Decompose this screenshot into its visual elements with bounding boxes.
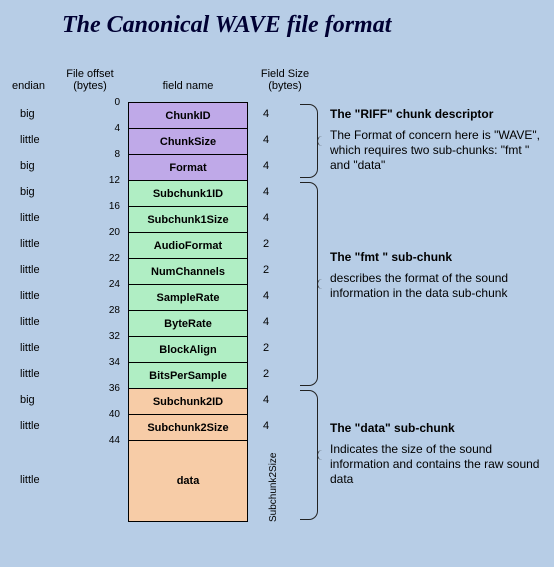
offset-label: 8 bbox=[114, 149, 120, 160]
endian-label: little bbox=[20, 290, 40, 302]
field-blocks: ChunkIDChunkSizeFormatSubchunk1IDSubchun… bbox=[128, 102, 248, 522]
size-label: 4 bbox=[263, 108, 269, 120]
size-label: 4 bbox=[263, 134, 269, 146]
endian-label: little bbox=[20, 134, 40, 146]
endian-label: little bbox=[20, 342, 40, 354]
field-row: Subchunk2ID bbox=[128, 388, 248, 414]
size-label-vertical: Subchunk2Size bbox=[268, 453, 279, 523]
offset-label: 28 bbox=[109, 305, 120, 316]
field-row: BitsPerSample bbox=[128, 362, 248, 388]
endian-label: little bbox=[20, 316, 40, 328]
size-label: 4 bbox=[263, 420, 269, 432]
section-brace bbox=[300, 390, 318, 520]
annotation-body: Indicates the size of the sound informat… bbox=[330, 442, 540, 487]
endian-label: big bbox=[20, 394, 35, 406]
annotation-body: describes the format of the sound inform… bbox=[330, 271, 540, 301]
field-row: data bbox=[128, 440, 248, 522]
endian-label: little bbox=[20, 238, 40, 250]
offset-label: 20 bbox=[109, 227, 120, 238]
field-row: Format bbox=[128, 154, 248, 180]
page-title: The Canonical WAVE file format bbox=[0, 0, 554, 39]
header-offset: File offset (bytes) bbox=[60, 68, 120, 92]
field-row: AudioFormat bbox=[128, 232, 248, 258]
field-row: SampleRate bbox=[128, 284, 248, 310]
offset-label: 24 bbox=[109, 279, 120, 290]
section-annotation: The "RIFF" chunk descriptor The Format of… bbox=[330, 107, 540, 173]
size-label: 2 bbox=[263, 264, 269, 276]
offset-label: 44 bbox=[109, 435, 120, 446]
endian-label: little bbox=[20, 420, 40, 432]
field-row: NumChannels bbox=[128, 258, 248, 284]
size-label: 4 bbox=[263, 186, 269, 198]
field-row: Subchunk1ID bbox=[128, 180, 248, 206]
offset-label: 4 bbox=[114, 123, 120, 134]
header-fieldsize: Field Size (bytes) bbox=[255, 68, 315, 92]
annotation-title: The "data" sub-chunk bbox=[330, 421, 540, 436]
field-row: ChunkID bbox=[128, 102, 248, 128]
offset-label: 12 bbox=[109, 175, 120, 186]
field-row: ByteRate bbox=[128, 310, 248, 336]
offset-label: 40 bbox=[109, 409, 120, 420]
size-label: 2 bbox=[263, 342, 269, 354]
offset-label: 22 bbox=[109, 253, 120, 264]
offset-label: 32 bbox=[109, 331, 120, 342]
endian-label: little bbox=[20, 474, 40, 486]
endian-label: big bbox=[20, 108, 35, 120]
header-endian: endian bbox=[12, 80, 45, 92]
offset-label: 16 bbox=[109, 201, 120, 212]
annotation-body: The Format of concern here is "WAVE", wh… bbox=[330, 128, 540, 173]
field-row: ChunkSize bbox=[128, 128, 248, 154]
section-annotation: The "data" sub-chunk Indicates the size o… bbox=[330, 421, 540, 487]
header-fieldname: field name bbox=[128, 80, 248, 92]
offset-label: 36 bbox=[109, 383, 120, 394]
section-brace bbox=[300, 104, 318, 178]
endian-label: little bbox=[20, 212, 40, 224]
size-label: 4 bbox=[263, 316, 269, 328]
section-annotation: The "fmt " sub-chunk describes the format… bbox=[330, 250, 540, 301]
annotation-title: The "fmt " sub-chunk bbox=[330, 250, 540, 265]
endian-label: little bbox=[20, 368, 40, 380]
size-label: 4 bbox=[263, 160, 269, 172]
size-label: 4 bbox=[263, 394, 269, 406]
endian-label: big bbox=[20, 186, 35, 198]
endian-label: little bbox=[20, 264, 40, 276]
field-row: BlockAlign bbox=[128, 336, 248, 362]
size-label: 2 bbox=[263, 238, 269, 250]
section-brace bbox=[300, 182, 318, 386]
offset-label: 0 bbox=[114, 97, 120, 108]
endian-label: big bbox=[20, 160, 35, 172]
field-row: Subchunk1Size bbox=[128, 206, 248, 232]
field-row: Subchunk2Size bbox=[128, 414, 248, 440]
size-label: 2 bbox=[263, 368, 269, 380]
annotation-title: The "RIFF" chunk descriptor bbox=[330, 107, 540, 122]
size-label: 4 bbox=[263, 212, 269, 224]
offset-label: 34 bbox=[109, 357, 120, 368]
size-label: 4 bbox=[263, 290, 269, 302]
